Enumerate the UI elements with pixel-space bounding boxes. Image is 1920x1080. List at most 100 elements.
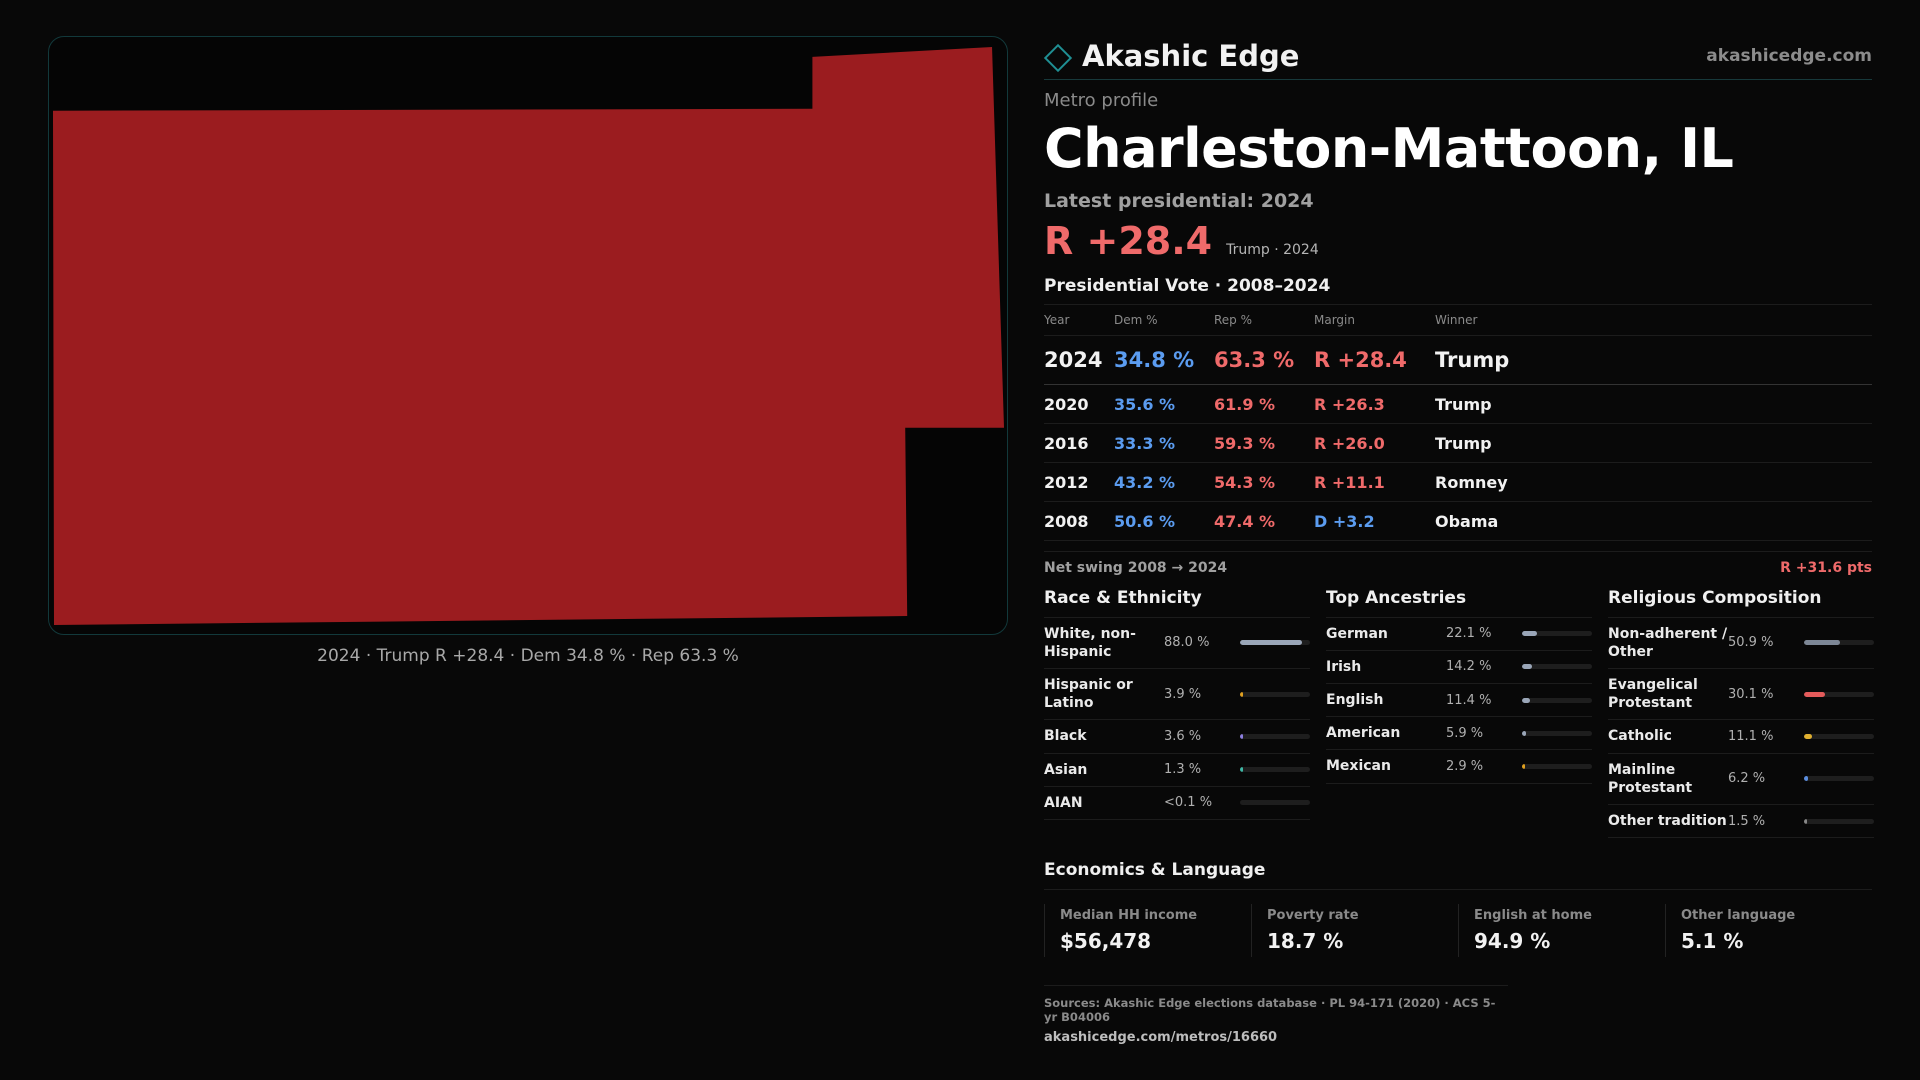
religion-title: Religious Composition bbox=[1608, 588, 1874, 618]
vote-dem-pct: 33.3 % bbox=[1114, 423, 1214, 463]
sources: Sources: Akashic Edge elections database… bbox=[1044, 985, 1508, 1045]
religion-bar bbox=[1804, 640, 1874, 646]
race-bar-fill bbox=[1240, 640, 1302, 646]
vote-rep-pct: 47.4 % bbox=[1214, 501, 1314, 541]
vote-winner: Trump bbox=[1435, 335, 1872, 385]
race-value: 3.9 % bbox=[1164, 686, 1202, 702]
ancestry-bar bbox=[1522, 764, 1592, 770]
economics-card: Median HH income $56,478 bbox=[1044, 904, 1251, 958]
religion-value: 1.5 % bbox=[1728, 813, 1766, 829]
race-bar-fill bbox=[1240, 734, 1243, 740]
latest-presidential-label: Latest presidential: 2024 bbox=[1044, 189, 1314, 212]
religion-bar-fill bbox=[1804, 691, 1826, 697]
brand-url-link[interactable]: akashicedge.com bbox=[1706, 45, 1872, 66]
religion-label: Non-adherent / Other bbox=[1608, 625, 1728, 660]
economics-card-value: 5.1 % bbox=[1681, 929, 1744, 954]
race-bar bbox=[1240, 767, 1310, 773]
vote-year: 2012 bbox=[1044, 462, 1114, 502]
economics-card: English at home 94.9 % bbox=[1458, 904, 1665, 958]
vote-winner: Trump bbox=[1435, 384, 1872, 424]
page-subtitle: Metro profile bbox=[1044, 90, 1159, 111]
race-label: Hispanic or Latino bbox=[1044, 677, 1133, 712]
vote-rep-pct: 54.3 % bbox=[1214, 462, 1314, 502]
religion-value: 50.9 % bbox=[1728, 635, 1774, 651]
race-label: Black bbox=[1044, 728, 1087, 745]
religion-bar bbox=[1804, 691, 1874, 697]
latest-margin-value: R +28.4 bbox=[1044, 218, 1213, 263]
ancestry-bar bbox=[1522, 730, 1592, 736]
economics-card: Poverty rate 18.7 % bbox=[1251, 904, 1458, 958]
metro-map[interactable] bbox=[48, 36, 1008, 635]
ancestry-bar-fill bbox=[1522, 631, 1538, 637]
race-bar bbox=[1240, 691, 1310, 697]
economics-card-value: 18.7 % bbox=[1267, 929, 1344, 954]
economics-card-value: $56,478 bbox=[1060, 929, 1152, 954]
ancestry-bar-fill bbox=[1522, 764, 1525, 770]
vote-row-2016: 2016 33.3 % 59.3 % R +26.0 Trump bbox=[1044, 423, 1872, 463]
metro-boundary-shape[interactable] bbox=[52, 46, 1005, 626]
page-title: Charleston-Mattoon, IL bbox=[1044, 117, 1734, 180]
religion-value: 30.1 % bbox=[1728, 686, 1774, 702]
col-year: Year bbox=[1044, 303, 1114, 336]
net-swing: Net swing 2008 → 2024 R +31.6 pts bbox=[1044, 550, 1872, 576]
ancestry-label: Irish bbox=[1326, 658, 1362, 675]
vote-row-2008: 2008 50.6 % 47.4 % D +3.2 Obama bbox=[1044, 501, 1872, 541]
religion-label: Evangelical Protestant bbox=[1608, 677, 1698, 712]
race-value: 3.6 % bbox=[1164, 729, 1202, 745]
vote-table: Year Dem % Rep % Margin Winner 2024 34.8 … bbox=[1044, 303, 1872, 541]
ancestry-label: German bbox=[1326, 625, 1388, 642]
ancestry-row: English 11.4 % bbox=[1326, 684, 1592, 718]
sources-url-link[interactable]: akashicedge.com/metros/16660 bbox=[1044, 1030, 1278, 1046]
profile-panel: Akashic Edge akashicedge.com Metro profi… bbox=[1043, 32, 1874, 1045]
religion-bar-fill bbox=[1804, 734, 1812, 740]
ancestry-bar-fill bbox=[1522, 730, 1527, 736]
col-rep: Rep % bbox=[1214, 303, 1314, 336]
ancestry-value: 11.4 % bbox=[1446, 692, 1492, 708]
economics-card-label: Other language bbox=[1681, 908, 1796, 924]
religion-row: Other tradition 1.5 % bbox=[1608, 805, 1874, 839]
vote-margin: R +11.1 bbox=[1314, 462, 1435, 502]
ancestry-bar bbox=[1522, 664, 1592, 670]
ancestry-row: American 5.9 % bbox=[1326, 717, 1592, 751]
vote-rep-pct: 59.3 % bbox=[1214, 423, 1314, 463]
vote-year: 2016 bbox=[1044, 423, 1114, 463]
vote-margin: R +28.4 bbox=[1314, 335, 1435, 385]
economics-card-value: 94.9 % bbox=[1474, 929, 1551, 954]
religion-bar bbox=[1804, 734, 1874, 740]
col-dem: Dem % bbox=[1114, 303, 1214, 336]
col-margin: Margin bbox=[1314, 303, 1435, 336]
race-value: <0.1 % bbox=[1164, 795, 1213, 811]
ancestry-label: Mexican bbox=[1326, 758, 1391, 775]
vote-row-2024: 2024 34.8 % 63.3 % R +28.4 Trump bbox=[1044, 335, 1872, 385]
vote-row-2020: 2020 35.6 % 61.9 % R +26.3 Trump bbox=[1044, 384, 1872, 424]
vote-dem-pct: 34.8 % bbox=[1114, 335, 1214, 385]
vote-year: 2024 bbox=[1044, 335, 1114, 385]
diamond-logo-icon bbox=[1043, 43, 1073, 72]
religion-bar bbox=[1804, 776, 1874, 782]
vote-winner: Trump bbox=[1435, 423, 1872, 463]
ancestry-value: 5.9 % bbox=[1446, 725, 1484, 741]
ancestry-section: Top Ancestries German 22.1 % Irish 14.2 % En… bbox=[1326, 588, 1592, 839]
religion-row: Evangelical Protestant 30.1 % bbox=[1608, 669, 1874, 721]
vote-dem-pct: 35.6 % bbox=[1114, 384, 1214, 424]
economics-title: Economics & Language bbox=[1044, 860, 1872, 891]
brand[interactable]: Akashic Edge bbox=[1043, 39, 1299, 73]
vote-year: 2020 bbox=[1044, 384, 1114, 424]
race-bar bbox=[1240, 734, 1310, 740]
race-bar bbox=[1240, 800, 1310, 806]
race-row: Hispanic or Latino 3.9 % bbox=[1044, 669, 1310, 721]
ancestry-bar-fill bbox=[1522, 697, 1530, 703]
race-value: 88.0 % bbox=[1164, 635, 1210, 651]
religion-value: 6.2 % bbox=[1728, 771, 1766, 787]
vote-margin: D +3.2 bbox=[1314, 501, 1435, 541]
vote-margin: R +26.0 bbox=[1314, 423, 1435, 463]
race-row: White, non-Hispanic 88.0 % bbox=[1044, 618, 1310, 670]
religion-label: Catholic bbox=[1608, 728, 1672, 745]
metro-map-svg bbox=[52, 46, 1005, 626]
race-row: Black 3.6 % bbox=[1044, 720, 1310, 754]
economics-card-label: English at home bbox=[1474, 908, 1592, 924]
ancestry-row: German 22.1 % bbox=[1326, 618, 1592, 651]
ancestry-title: Top Ancestries bbox=[1326, 588, 1592, 618]
religion-bar-fill bbox=[1804, 640, 1840, 646]
latest-margin-note: Trump · 2024 bbox=[1226, 241, 1319, 258]
